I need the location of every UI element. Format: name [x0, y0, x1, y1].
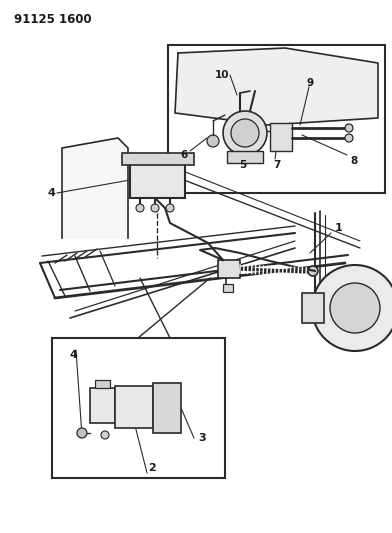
Bar	[223, 284, 233, 292]
Text: 10: 10	[215, 70, 229, 80]
Bar	[168, 45, 385, 193]
Text: 9: 9	[307, 78, 314, 88]
Circle shape	[166, 204, 174, 212]
Circle shape	[330, 283, 380, 333]
Bar	[52, 338, 225, 478]
Circle shape	[151, 204, 159, 212]
Bar	[90, 388, 115, 423]
Text: 5: 5	[239, 160, 246, 170]
Circle shape	[223, 111, 267, 155]
Circle shape	[231, 119, 259, 147]
Text: 1: 1	[335, 223, 343, 233]
Circle shape	[345, 124, 353, 132]
Polygon shape	[62, 138, 128, 238]
Text: 4: 4	[48, 188, 56, 198]
Polygon shape	[175, 48, 378, 125]
Bar	[153, 383, 181, 433]
Circle shape	[207, 135, 219, 147]
Circle shape	[312, 265, 392, 351]
Bar	[122, 153, 194, 165]
Text: 3: 3	[198, 433, 206, 443]
Bar	[218, 260, 240, 278]
Bar	[270, 123, 292, 151]
Circle shape	[308, 266, 318, 276]
Bar	[95, 380, 110, 388]
Circle shape	[77, 428, 87, 438]
Circle shape	[136, 204, 144, 212]
Bar	[115, 386, 153, 428]
Text: 6: 6	[180, 150, 187, 160]
Text: 4: 4	[70, 350, 78, 360]
Circle shape	[101, 431, 109, 439]
Circle shape	[345, 134, 353, 142]
Bar	[302, 293, 324, 323]
Bar	[130, 163, 185, 198]
Text: 7: 7	[273, 160, 280, 170]
Text: 2: 2	[148, 463, 156, 473]
Text: 91125 1600: 91125 1600	[14, 13, 92, 26]
Text: 8: 8	[350, 156, 357, 166]
Bar	[227, 151, 263, 163]
